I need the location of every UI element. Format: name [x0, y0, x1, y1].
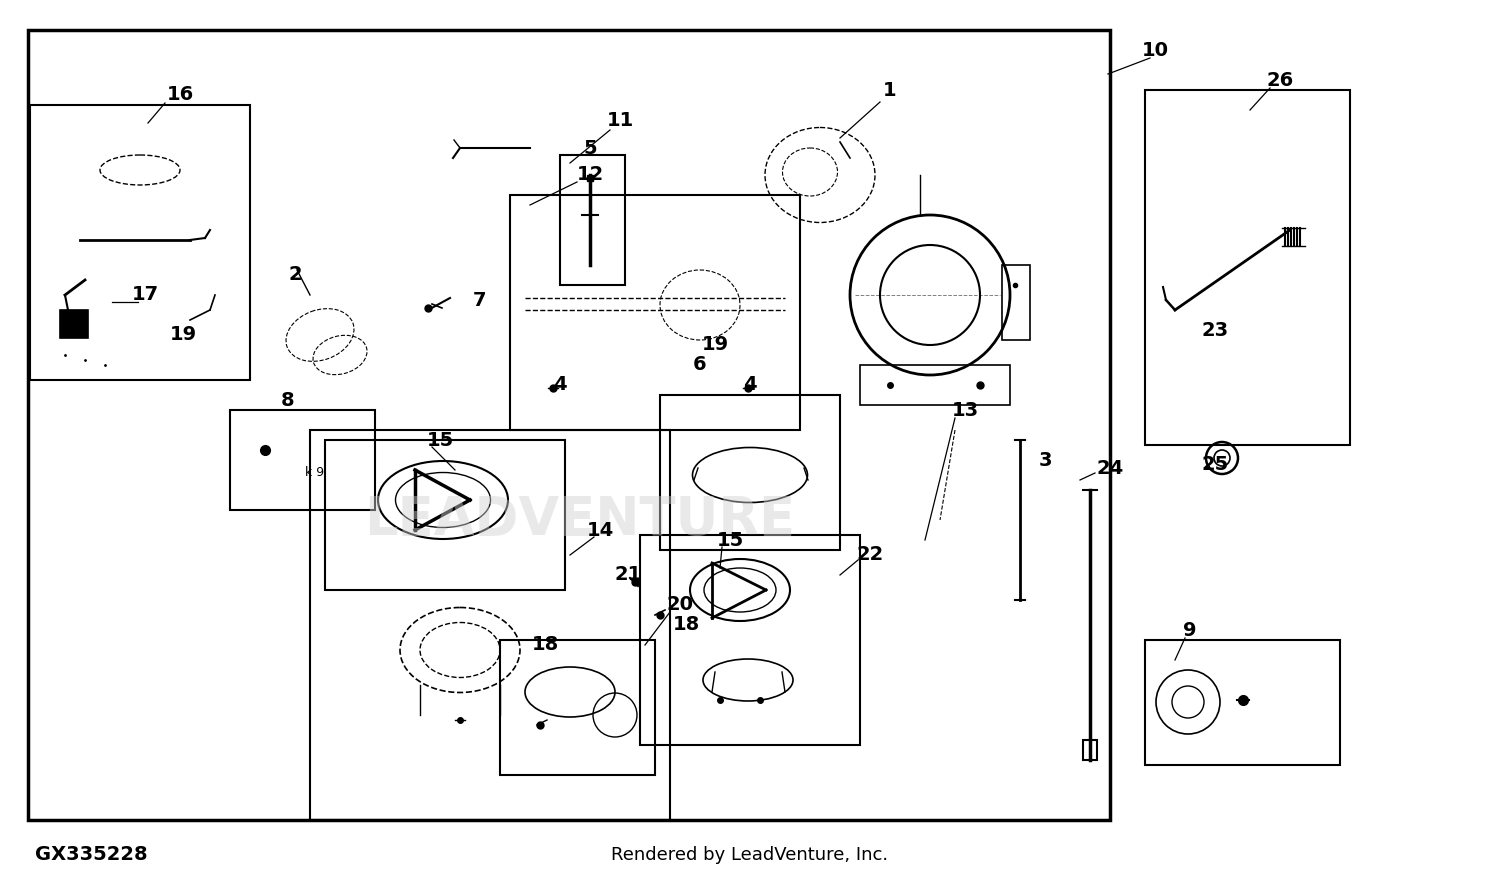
- Bar: [560, 155, 626, 285]
- Text: 21: 21: [615, 564, 642, 584]
- Text: 24: 24: [1096, 458, 1124, 478]
- Text: 1: 1: [884, 80, 897, 100]
- Text: 4: 4: [554, 375, 567, 395]
- Bar: [660, 395, 840, 550]
- Bar: [310, 430, 670, 820]
- Text: 23: 23: [1202, 320, 1228, 340]
- Text: 19: 19: [702, 335, 729, 354]
- Bar: [1144, 90, 1350, 445]
- Bar: [640, 535, 860, 745]
- Bar: [60, 310, 88, 338]
- Text: 4: 4: [742, 375, 758, 395]
- Text: 16: 16: [166, 86, 194, 104]
- Bar: [326, 440, 566, 590]
- Text: 2: 2: [288, 265, 302, 284]
- Text: 11: 11: [606, 110, 633, 130]
- Bar: [28, 30, 1110, 820]
- Text: 25: 25: [1202, 456, 1228, 474]
- Text: GX335228: GX335228: [34, 845, 147, 864]
- Text: k 9: k 9: [304, 466, 324, 479]
- Text: 7: 7: [474, 290, 486, 310]
- Text: 10: 10: [1142, 40, 1168, 60]
- Text: 15: 15: [717, 530, 744, 550]
- Bar: [1083, 740, 1096, 760]
- Text: 5: 5: [584, 138, 597, 158]
- Bar: [510, 195, 800, 430]
- Bar: [500, 640, 656, 775]
- Text: Rendered by LeadVenture, Inc.: Rendered by LeadVenture, Inc.: [612, 846, 888, 864]
- Text: LEADVENTURE: LEADVENTURE: [364, 494, 795, 546]
- Bar: [859, 365, 1010, 405]
- Bar: [30, 105, 251, 380]
- Bar: [1002, 265, 1031, 340]
- Text: 8: 8: [280, 390, 296, 410]
- Text: 26: 26: [1266, 71, 1293, 89]
- Text: 19: 19: [170, 326, 196, 345]
- Text: 12: 12: [576, 165, 603, 185]
- Text: 9: 9: [1184, 620, 1197, 640]
- Text: 18: 18: [672, 615, 699, 634]
- Text: 6: 6: [693, 355, 706, 374]
- Text: 18: 18: [531, 635, 558, 654]
- Bar: [230, 410, 375, 510]
- Bar: [1144, 640, 1340, 765]
- Text: 15: 15: [426, 430, 453, 450]
- Text: 22: 22: [856, 545, 883, 564]
- Text: 14: 14: [586, 521, 613, 540]
- Text: 13: 13: [951, 401, 978, 419]
- Text: 20: 20: [666, 596, 693, 614]
- Text: 3: 3: [1038, 451, 1052, 470]
- Text: 17: 17: [132, 285, 159, 304]
